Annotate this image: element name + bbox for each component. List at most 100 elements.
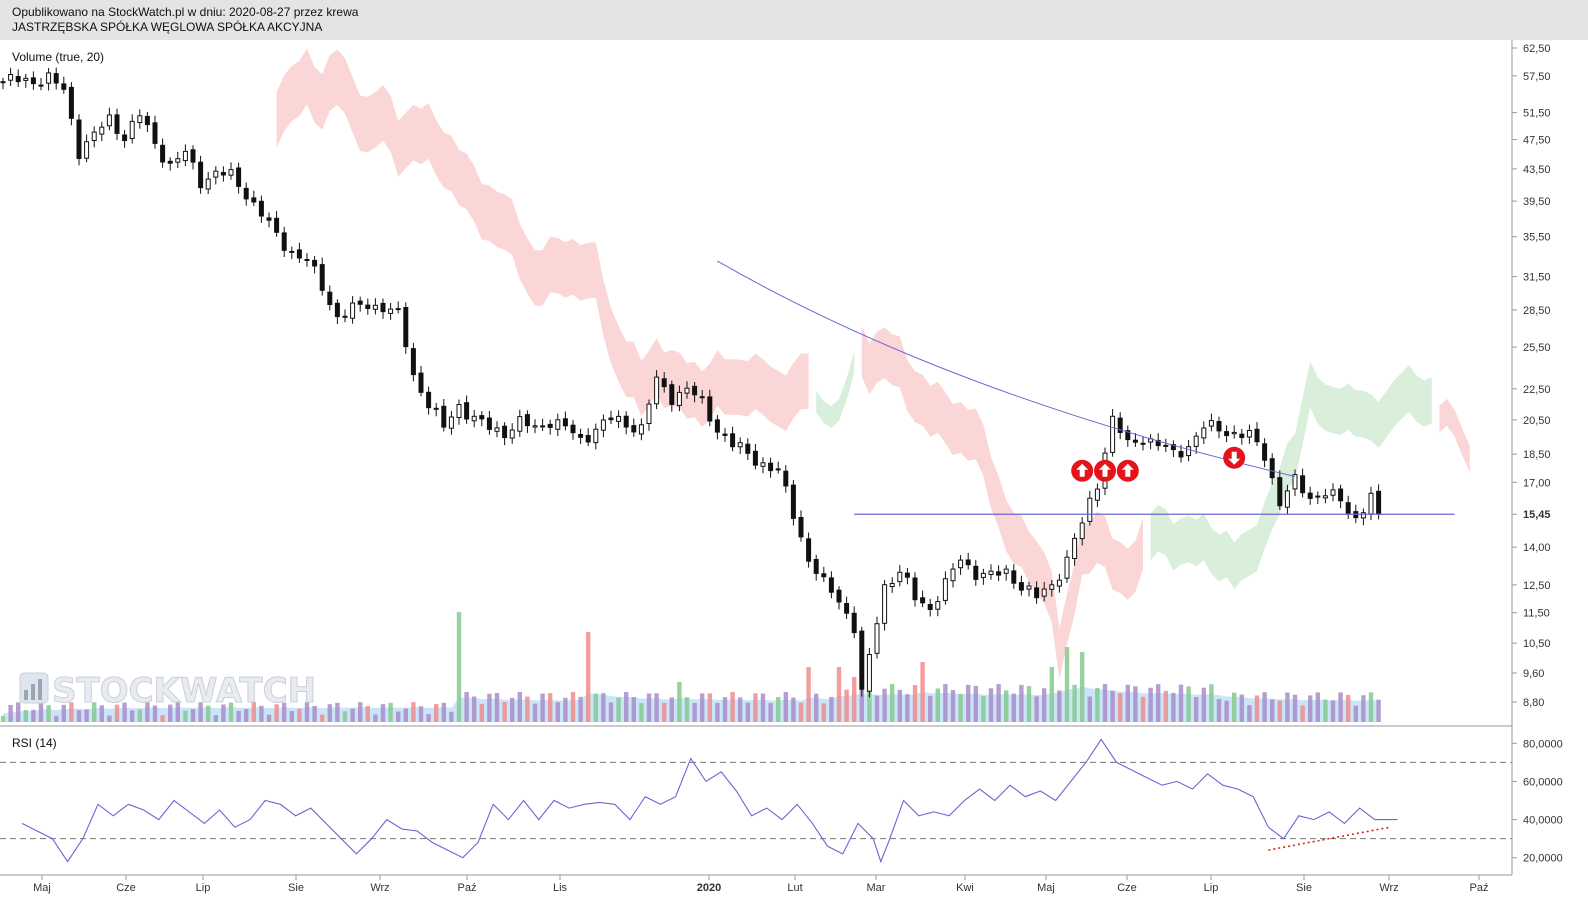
candle-body — [1208, 420, 1214, 427]
volume-bar — [1178, 684, 1184, 722]
volume-bar — [654, 693, 659, 722]
watermark-icon-bar — [31, 684, 35, 700]
candle-body — [821, 573, 827, 578]
candle-body — [532, 425, 538, 428]
cloud-segment — [1439, 398, 1470, 473]
candle-body — [410, 348, 416, 376]
volume-bar — [441, 702, 446, 722]
candle-body — [1376, 490, 1382, 515]
volume-bar — [46, 705, 51, 722]
candle-body — [236, 167, 242, 187]
candle-body — [448, 416, 454, 429]
candle-body — [243, 187, 249, 200]
stockwatch-watermark: STOCKWATCH — [19, 671, 317, 712]
candle-body — [874, 623, 880, 654]
candle-body — [1049, 584, 1055, 590]
candle-body — [555, 419, 561, 430]
candle-body — [646, 403, 652, 425]
volume-bar — [1186, 686, 1191, 722]
price-tick-label: 12,50 — [1523, 580, 1551, 592]
candle-body — [1239, 433, 1245, 439]
price-tick-label: 28,50 — [1523, 305, 1551, 317]
price-tick-label: 20,50 — [1523, 415, 1551, 427]
candle-body — [828, 577, 834, 593]
volume-bar — [684, 697, 690, 722]
candle-body — [441, 405, 447, 428]
rsi-panel-label: RSI (14) — [12, 736, 57, 750]
volume-bar — [266, 714, 272, 722]
price-tick-label: 8,80 — [1523, 697, 1544, 709]
candle-body — [775, 468, 781, 471]
volume-bar — [259, 705, 264, 722]
volume-bar — [532, 703, 538, 722]
rsi-tick-label: 80,0000 — [1523, 738, 1563, 750]
publication-info: Opublikowano na StockWatch.pl w dniu: 20… — [12, 5, 359, 19]
candle-body — [730, 433, 736, 448]
time-tick-label: Sie — [1296, 882, 1312, 894]
volume-bar — [183, 710, 188, 722]
candle-body — [1193, 435, 1199, 447]
volume-bar — [1072, 684, 1077, 722]
candle-body — [760, 462, 766, 467]
candle-body — [1079, 522, 1085, 540]
volume-bar — [221, 704, 226, 722]
price-tick-label: 18,50 — [1523, 449, 1551, 461]
candle-body — [8, 74, 14, 81]
volume-bar — [1148, 687, 1153, 722]
volume-bar — [479, 703, 484, 722]
volume-bar — [745, 702, 750, 722]
volume-bar — [525, 696, 530, 722]
volume-bar — [434, 704, 439, 722]
volume-bar — [1125, 684, 1130, 722]
volume-bar — [950, 690, 956, 722]
volume-bar — [320, 714, 325, 722]
time-tick-label: Kwi — [956, 882, 974, 894]
volume-bar — [1019, 684, 1024, 722]
candle-body — [167, 160, 173, 164]
volume-bar — [943, 684, 948, 722]
time-tick-label: Cze — [1117, 882, 1137, 894]
volume-bar — [639, 703, 644, 722]
candle-body — [342, 315, 348, 318]
price-tick-label: 10,50 — [1523, 638, 1551, 650]
candle-body — [1246, 430, 1252, 438]
time-tick-label: Paź — [1470, 882, 1489, 894]
volume-bar — [8, 705, 13, 722]
volume-bar — [1209, 684, 1214, 722]
volume-bar — [1011, 693, 1016, 722]
time-tick-label: 2020 — [697, 882, 721, 894]
volume-bar — [829, 696, 834, 722]
volume-bar — [23, 710, 28, 722]
volume-bar — [1262, 692, 1267, 722]
volume-bar — [16, 702, 21, 722]
sell-signal-icon — [1223, 446, 1246, 469]
candle-body — [1163, 444, 1169, 447]
volume-bar — [1194, 697, 1199, 722]
candle-body — [350, 302, 356, 319]
volume-bar — [905, 694, 910, 722]
cloud-segment — [861, 325, 1143, 680]
volume-bar — [358, 702, 363, 722]
volume-bar — [388, 702, 393, 722]
time-axis: Maj Cze Lip Sie Wrz Paź Lis 2020 Lut Mar Kwi Maj Cze… — [33, 875, 1488, 894]
price-tick-label: 39,50 — [1523, 196, 1551, 208]
volume-bar — [593, 693, 598, 722]
price-tick-label: 9,60 — [1523, 668, 1544, 680]
volume-bar — [449, 711, 454, 722]
candle-body — [737, 442, 743, 448]
volume-bar — [966, 684, 971, 722]
candle-body — [524, 414, 530, 427]
candle-body — [1330, 489, 1336, 496]
candle-body — [1277, 477, 1283, 507]
volume-bar — [1323, 699, 1328, 722]
price-tick-label: 35,50 — [1523, 232, 1551, 244]
candle-body — [517, 416, 523, 432]
candle-body — [1041, 588, 1047, 597]
volume-bar — [844, 689, 849, 722]
candle-body — [160, 144, 166, 163]
price-tick-label: 47,50 — [1523, 135, 1551, 147]
volume-bar — [1171, 692, 1176, 722]
candle-body — [722, 433, 728, 436]
volume-bar — [1353, 705, 1358, 722]
candle-body — [1338, 488, 1344, 502]
